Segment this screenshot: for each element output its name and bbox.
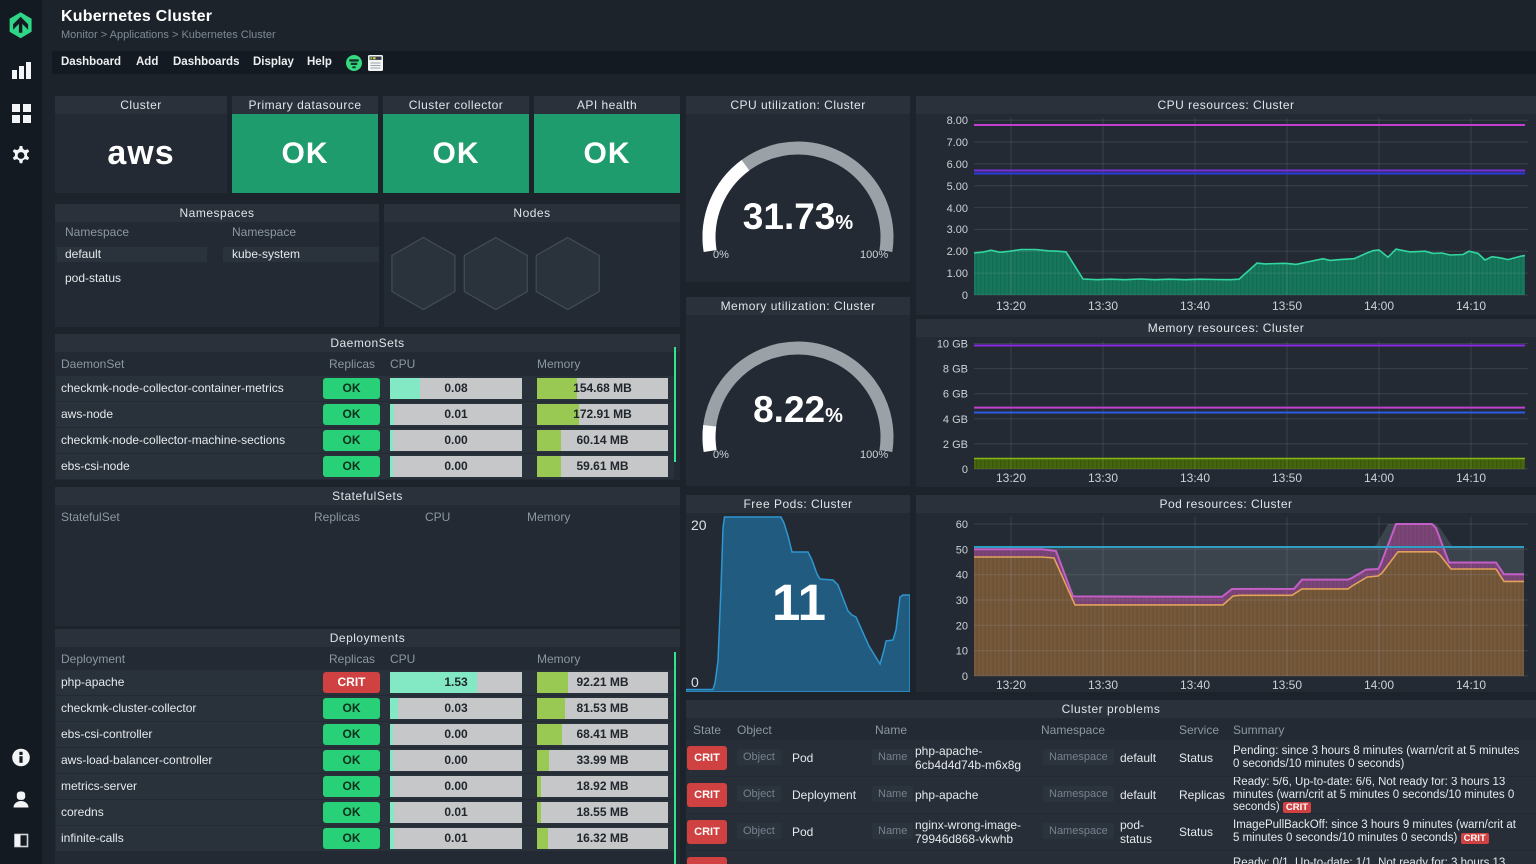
svg-text:20: 20 [691, 517, 707, 533]
svg-text:20: 20 [956, 620, 968, 632]
svg-text:30: 30 [956, 595, 968, 607]
svg-text:60: 60 [956, 519, 968, 531]
svg-text:4.00: 4.00 [947, 203, 968, 215]
svg-text:14:10: 14:10 [1456, 471, 1486, 485]
svg-text:6 GB: 6 GB [943, 389, 968, 401]
svg-text:13:50: 13:50 [1272, 471, 1302, 485]
svg-text:13:30: 13:30 [1088, 471, 1118, 485]
svg-text:2 GB: 2 GB [943, 439, 968, 451]
svg-text:14:00: 14:00 [1364, 471, 1394, 485]
svg-text:50: 50 [956, 544, 968, 556]
svg-text:8.00: 8.00 [947, 115, 968, 127]
svg-text:13:20: 13:20 [996, 299, 1026, 313]
svg-text:13:40: 13:40 [1180, 299, 1210, 313]
svg-text:0: 0 [962, 290, 968, 302]
svg-text:13:20: 13:20 [996, 471, 1026, 485]
svg-text:0: 0 [691, 674, 699, 690]
svg-text:5.00: 5.00 [947, 181, 968, 193]
svg-text:11: 11 [772, 574, 826, 631]
svg-text:8 GB: 8 GB [943, 364, 968, 376]
svg-text:14:00: 14:00 [1364, 678, 1394, 692]
svg-text:13:50: 13:50 [1272, 299, 1302, 313]
svg-text:14:10: 14:10 [1456, 678, 1486, 692]
svg-text:13:40: 13:40 [1180, 471, 1210, 485]
svg-text:10 GB: 10 GB [937, 339, 968, 351]
svg-text:13:40: 13:40 [1180, 678, 1210, 692]
svg-text:7.00: 7.00 [947, 137, 968, 149]
svg-text:3.00: 3.00 [947, 224, 968, 236]
svg-text:0: 0 [962, 671, 968, 683]
svg-text:13:30: 13:30 [1088, 299, 1118, 313]
svg-text:13:20: 13:20 [996, 678, 1026, 692]
svg-text:14:00: 14:00 [1364, 299, 1394, 313]
svg-text:1.00: 1.00 [947, 268, 968, 280]
svg-text:40: 40 [956, 570, 968, 582]
svg-text:10: 10 [956, 646, 968, 658]
svg-text:0: 0 [962, 464, 968, 476]
svg-text:6.00: 6.00 [947, 159, 968, 171]
svg-text:4 GB: 4 GB [943, 414, 968, 426]
svg-text:2.00: 2.00 [947, 246, 968, 258]
svg-text:14:10: 14:10 [1456, 299, 1486, 313]
svg-text:13:30: 13:30 [1088, 678, 1118, 692]
svg-text:13:50: 13:50 [1272, 678, 1302, 692]
